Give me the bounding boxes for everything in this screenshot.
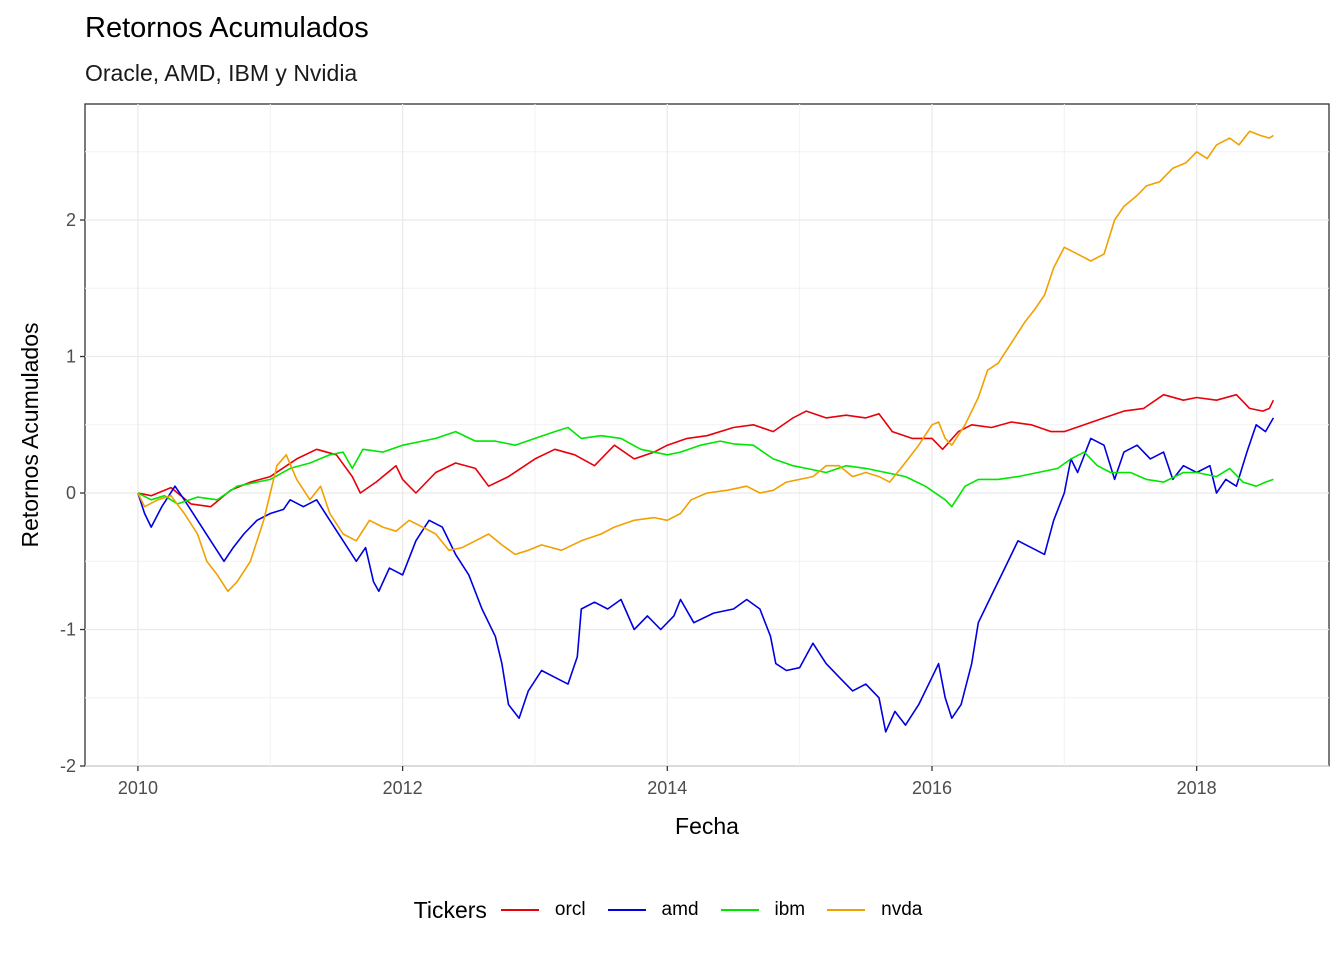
major-gridlines (85, 104, 1329, 767)
axes: 2010 2012 2014 2016 2018 -2 -1 0 1 2 (60, 210, 1217, 798)
x-tick-label: 2018 (1177, 778, 1217, 798)
series-line-nvda (137, 130, 1274, 593)
legend-item-amd: amd (607, 899, 699, 921)
x-tick-label: 2010 (118, 778, 158, 798)
series-line-amd (137, 417, 1275, 733)
y-tick-label: 1 (66, 347, 76, 367)
y-tick-label: -1 (60, 620, 76, 640)
series-line-ibm (137, 426, 1274, 508)
legend-item-orcl: orcl (500, 899, 586, 921)
minor-gridlines (85, 104, 1329, 766)
x-axis-title: Fecha (675, 813, 739, 839)
legend-label: ibm (774, 899, 806, 920)
legend-item-nvda: nvda (827, 899, 922, 921)
legend-label: nvda (881, 899, 923, 920)
y-axis-title: Retornos Acumulados (17, 322, 43, 547)
series-lines (137, 130, 1275, 733)
x-tick-label: 2014 (647, 778, 687, 798)
chart-subtitle: Oracle, AMD, IBM y Nvidia (85, 60, 358, 86)
legend-label: amd (661, 899, 699, 920)
legend-swatch (720, 909, 759, 911)
legend-swatch (827, 909, 866, 911)
legend-label: orcl (554, 899, 586, 920)
legend: Tickers orcl amd ibm nvda (0, 890, 1344, 930)
legend-item-ibm: ibm (720, 899, 806, 921)
y-tick-label: 2 (66, 210, 76, 230)
line-chart: 2010 2012 2014 2016 2018 -2 -1 0 1 2 Fecha Retorn… (17, 103, 1330, 839)
x-tick-label: 2016 (912, 778, 952, 798)
y-tick-label: -2 (60, 756, 76, 776)
x-tick-label: 2012 (383, 778, 423, 798)
legend-swatch (500, 909, 539, 911)
chart-title: Retornos Acumulados (85, 12, 369, 44)
series-line-orcl (137, 393, 1275, 508)
legend-swatch (607, 909, 646, 911)
y-tick-label: 0 (66, 483, 76, 503)
legend-title: Tickers (413, 896, 487, 923)
